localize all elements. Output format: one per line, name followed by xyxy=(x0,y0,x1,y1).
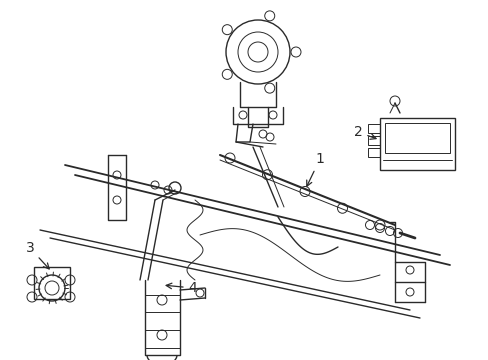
Text: 3: 3 xyxy=(25,241,49,269)
Bar xyxy=(34,267,70,299)
Bar xyxy=(367,136,379,145)
Text: 1: 1 xyxy=(306,152,324,186)
Bar xyxy=(367,124,379,133)
Text: 4: 4 xyxy=(166,281,197,295)
Bar xyxy=(384,123,449,153)
Text: 2: 2 xyxy=(353,125,375,139)
Bar xyxy=(379,118,454,170)
Bar xyxy=(367,148,379,157)
